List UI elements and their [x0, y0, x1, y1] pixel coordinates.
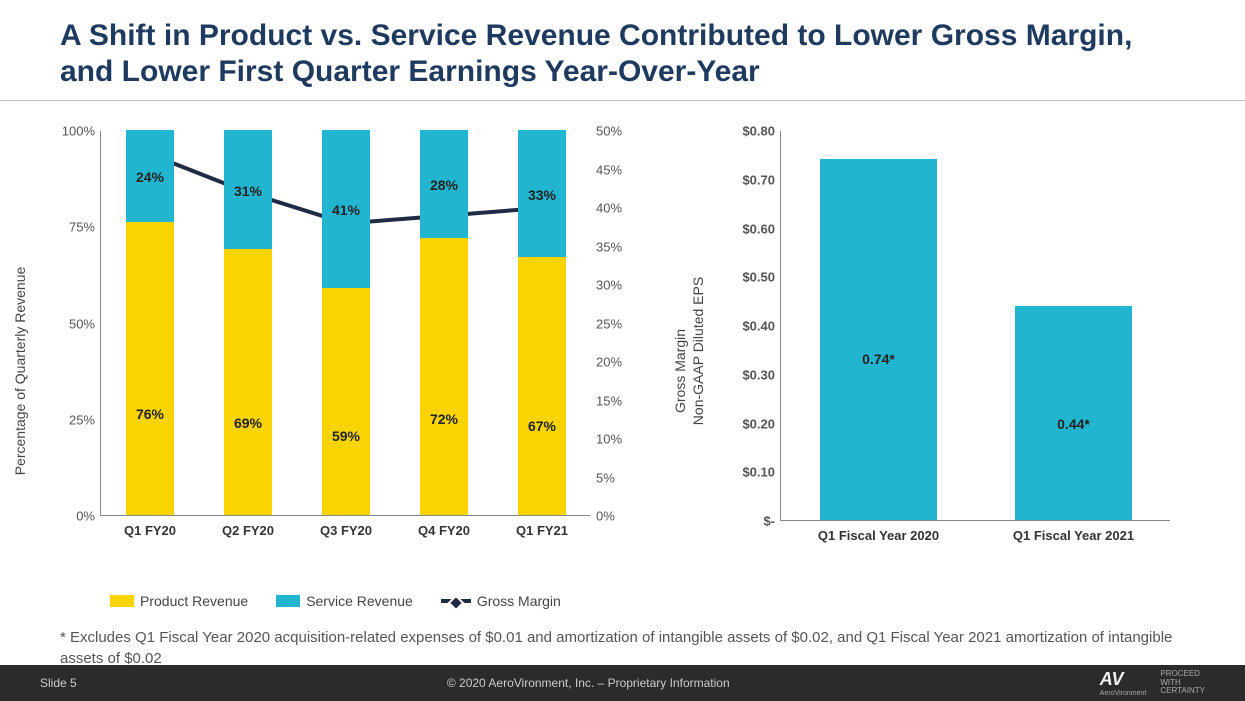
product-pct-label: 59%: [332, 428, 360, 444]
y-right-tick: 25%: [590, 316, 622, 331]
y-right-tick: 50%: [590, 124, 622, 139]
x-category-label: Q4 FY20: [418, 515, 470, 538]
y-right-tick: 40%: [590, 201, 622, 216]
product-pct-label: 76%: [136, 406, 164, 422]
x-category-label: Q3 FY20: [320, 515, 372, 538]
y-right-tick: 20%: [590, 355, 622, 370]
footer-brand: AV AeroVironment PROCEED WITH CERTAINTY: [1100, 669, 1205, 697]
eps-y-tick: $0.80: [742, 124, 781, 139]
y-left-tick: 75%: [69, 220, 101, 235]
y-right-tick: 35%: [590, 239, 622, 254]
legend-margin-label: Gross Margin: [477, 593, 561, 609]
product-bar: [518, 257, 565, 515]
eps-y-tick: $0.40: [742, 319, 781, 334]
y-left-tick: 25%: [69, 412, 101, 427]
left-chart-legend: Product Revenue Service Revenue Gross Ma…: [110, 593, 561, 609]
product-pct-label: 72%: [430, 411, 458, 427]
y-right-tick: 30%: [590, 278, 622, 293]
eps-chart: Non-GAAP Diluted EPS $-$0.10$0.20$0.30$0…: [690, 131, 1180, 571]
eps-bar: [820, 159, 937, 520]
eps-y-tick: $-: [763, 514, 781, 529]
slide-number: Slide 5: [40, 676, 77, 690]
line-swatch-icon: [441, 599, 471, 603]
tagline-line: CERTAINTY: [1160, 687, 1205, 696]
product-pct-label: 69%: [234, 415, 262, 431]
right-plot-area: $-$0.10$0.20$0.30$0.40$0.50$0.60$0.70$0.…: [780, 131, 1170, 521]
eps-x-category: Q1 Fiscal Year 2020: [818, 520, 939, 543]
slide-title: A Shift in Product vs. Service Revenue C…: [0, 0, 1245, 101]
y-right-tick: 15%: [590, 393, 622, 408]
logo-subtext: AeroVironment: [1100, 690, 1147, 697]
footnote-text: * Excludes Q1 Fiscal Year 2020 acquisiti…: [0, 621, 1245, 669]
right-y-axis-label: Gross Margin: [672, 329, 688, 413]
service-pct-label: 24%: [136, 169, 164, 185]
footer-logo: AV AeroVironment: [1100, 669, 1147, 697]
eps-y-tick: $0.30: [742, 367, 781, 382]
eps-value-label: 0.74*: [862, 351, 895, 367]
charts-row: Percentage of Quarterly Revenue Gross Ma…: [0, 101, 1245, 621]
service-pct-label: 28%: [430, 177, 458, 193]
slide-footer: Slide 5 © 2020 AeroVironment, Inc. – Pro…: [0, 665, 1245, 701]
swatch-icon: [276, 595, 300, 607]
y-left-tick: 100%: [62, 124, 101, 139]
eps-y-axis-label: Non-GAAP Diluted EPS: [690, 277, 706, 425]
product-bar: [126, 222, 173, 515]
eps-value-label: 0.44*: [1057, 416, 1090, 432]
swatch-icon: [110, 595, 134, 607]
eps-x-category: Q1 Fiscal Year 2021: [1013, 520, 1134, 543]
left-y-axis-label: Percentage of Quarterly Revenue: [12, 267, 28, 476]
service-pct-label: 31%: [234, 183, 262, 199]
legend-margin: Gross Margin: [441, 593, 561, 609]
y-right-tick: 45%: [590, 162, 622, 177]
product-pct-label: 67%: [528, 418, 556, 434]
left-plot-area: 0%25%50%75%100%0%5%10%15%20%25%30%35%40%…: [100, 131, 590, 516]
eps-y-tick: $0.50: [742, 270, 781, 285]
eps-bar: [1015, 306, 1132, 521]
eps-y-tick: $0.10: [742, 465, 781, 480]
y-right-tick: 0%: [590, 509, 615, 524]
y-right-tick: 10%: [590, 432, 622, 447]
service-pct-label: 33%: [528, 187, 556, 203]
eps-y-tick: $0.20: [742, 416, 781, 431]
y-right-tick: 5%: [590, 470, 615, 485]
legend-service-label: Service Revenue: [306, 593, 413, 609]
eps-y-tick: $0.60: [742, 221, 781, 236]
product-bar: [420, 238, 467, 515]
x-category-label: Q2 FY20: [222, 515, 274, 538]
logo-text: AV: [1100, 669, 1147, 690]
service-pct-label: 41%: [332, 202, 360, 218]
y-left-tick: 50%: [69, 316, 101, 331]
footer-copyright: © 2020 AeroVironment, Inc. – Proprietary…: [447, 676, 730, 690]
product-bar: [322, 288, 369, 515]
x-category-label: Q1 FY21: [516, 515, 568, 538]
footer-tagline: PROCEED WITH CERTAINTY: [1160, 670, 1205, 696]
legend-service: Service Revenue: [276, 593, 413, 609]
legend-product: Product Revenue: [110, 593, 248, 609]
y-left-tick: 0%: [76, 509, 101, 524]
revenue-mix-chart: Percentage of Quarterly Revenue Gross Ma…: [30, 131, 650, 611]
eps-y-tick: $0.70: [742, 172, 781, 187]
legend-product-label: Product Revenue: [140, 593, 248, 609]
x-category-label: Q1 FY20: [124, 515, 176, 538]
product-bar: [224, 249, 271, 515]
